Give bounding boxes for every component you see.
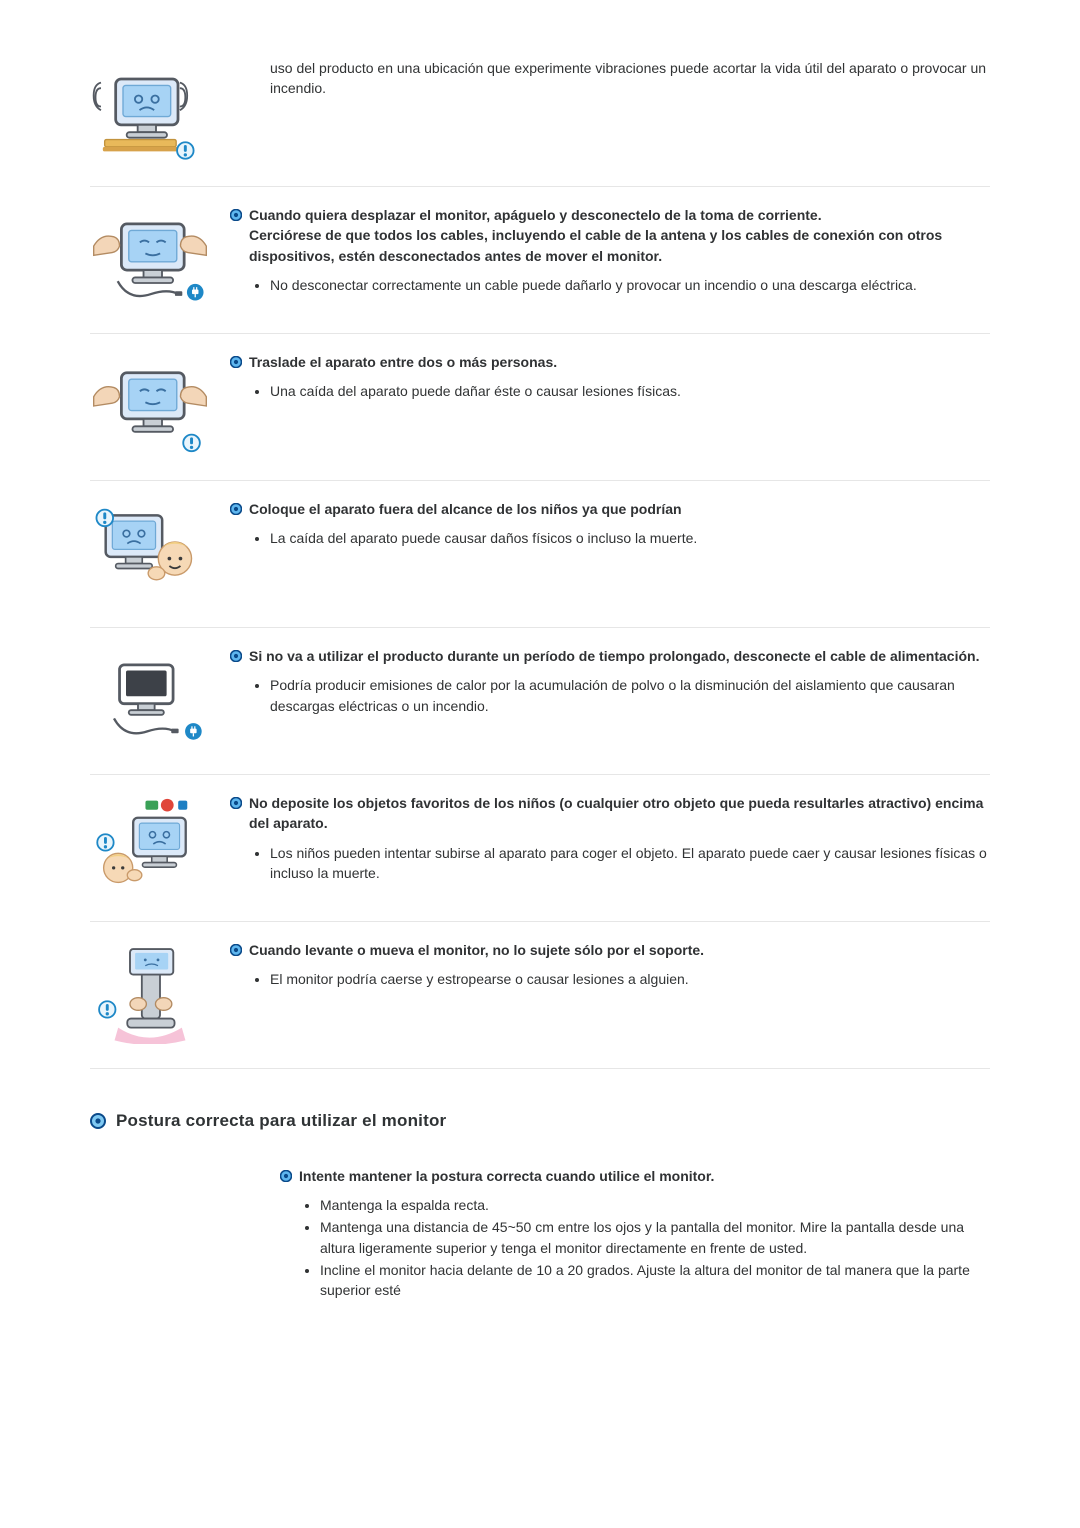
bullet-list: La caída del aparato puede causar daños …	[230, 527, 990, 549]
disconnect-icon	[90, 209, 210, 309]
continuation-text: uso del producto en una ubicación que ex…	[270, 58, 990, 99]
heading: Traslade el aparato entre dos o más pers…	[249, 352, 557, 372]
section-bullet-icon	[90, 1113, 106, 1129]
bullet-item: Los niños pueden intentar subirse al apa…	[270, 842, 990, 885]
bullet-list: El monitor podría caerse y estropearse o…	[230, 968, 990, 990]
bullet-icon	[230, 944, 242, 956]
item-long-period: Si no va a utilizar el producto durante …	[90, 628, 990, 775]
content: Si no va a utilizar el producto durante …	[230, 646, 990, 717]
bullet-icon	[230, 209, 242, 221]
heading: Cuando levante o mueva el monitor, no lo…	[249, 940, 704, 960]
content: Traslade el aparato entre dos o más pers…	[230, 352, 990, 403]
bullet-item: No desconectar correctamente un cable pu…	[270, 274, 990, 296]
item-no-objects: No deposite los objetos favoritos de los…	[90, 775, 990, 922]
bullet-list: Una caída del aparato puede dañar éste o…	[230, 380, 990, 402]
bullet-list: No desconectar correctamente un cable pu…	[230, 274, 990, 296]
heading: Si no va a utilizar el producto durante …	[249, 646, 979, 666]
heading: Coloque el aparato fuera del alcance de …	[249, 499, 682, 519]
bullet-icon	[280, 1170, 292, 1182]
content: Cuando quiera desplazar el monitor, apág…	[230, 205, 990, 296]
bullet-icon	[230, 356, 242, 368]
illustration-children-reach	[90, 499, 230, 603]
item-posture: Intente mantener la postura correcta cua…	[90, 1160, 990, 1302]
item-disconnect: Cuando quiera desplazar el monitor, apág…	[90, 187, 990, 334]
bullet-item: Una caída del aparato puede dañar éste o…	[270, 380, 990, 402]
bullet-icon	[230, 503, 242, 515]
bullet-icon	[230, 797, 242, 809]
item-two-people: Traslade el aparato entre dos o más pers…	[90, 334, 990, 481]
bullet-icon	[230, 650, 242, 662]
bullet-item: Podría producir emisiones de calor por l…	[270, 674, 990, 717]
no-objects-icon	[90, 797, 210, 897]
illustration-no-objects	[90, 793, 230, 897]
content: Cuando levante o mueva el monitor, no lo…	[230, 940, 990, 991]
two-people-icon	[90, 356, 210, 456]
item-children-reach: Coloque el aparato fuera del alcance de …	[90, 481, 990, 628]
children-reach-icon	[90, 503, 210, 603]
heading: No deposite los objetos favoritos de los…	[249, 793, 990, 834]
heading: Cuando quiera desplazar el monitor, apág…	[249, 205, 990, 266]
section-title: Postura correcta para utilizar el monito…	[116, 1109, 446, 1134]
content: Coloque el aparato fuera del alcance de …	[230, 499, 990, 550]
heading: Intente mantener la postura correcta cua…	[299, 1166, 714, 1186]
vibration-icon	[90, 62, 200, 162]
bullet-item: Mantenga la espalda recta.	[320, 1194, 990, 1216]
bullet-item: Mantenga una distancia de 45~50 cm entre…	[320, 1216, 990, 1259]
content: Intente mantener la postura correcta cua…	[280, 1166, 990, 1302]
illustration-two-people	[90, 352, 230, 456]
content: uso del producto en una ubicación que ex…	[270, 58, 990, 99]
bullet-item: Incline el monitor hacia delante de 10 a…	[320, 1259, 990, 1302]
item-vibration-continuation: uso del producto en una ubicación que ex…	[90, 58, 990, 187]
illustration-disconnect	[90, 205, 230, 309]
content: No deposite los objetos favoritos de los…	[230, 793, 990, 884]
bullet-list: Podría producir emisiones de calor por l…	[230, 674, 990, 717]
item-stand-lift: Cuando levante o mueva el monitor, no lo…	[90, 922, 990, 1069]
long-period-icon	[90, 650, 210, 750]
bullet-list: Mantenga la espalda recta. Mantenga una …	[280, 1194, 990, 1301]
illustration-stand-lift	[90, 940, 230, 1044]
bullet-list: Los niños pueden intentar subirse al apa…	[230, 842, 990, 885]
page: uso del producto en una ubicación que ex…	[0, 0, 1080, 1361]
stand-lift-icon	[90, 944, 210, 1044]
bullet-item: El monitor podría caerse y estropearse o…	[270, 968, 990, 990]
illustration-long-period	[90, 646, 230, 750]
bullet-item: La caída del aparato puede causar daños …	[270, 527, 990, 549]
illustration-vibration	[90, 58, 270, 162]
section-heading-row: Postura correcta para utilizar el monito…	[90, 1069, 990, 1160]
